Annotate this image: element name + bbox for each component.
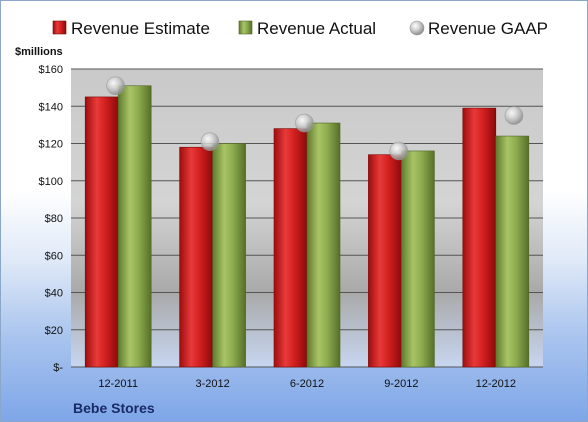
y-tick-label: $60 <box>45 250 63 262</box>
legend-label: Revenue Estimate <box>71 19 210 38</box>
marker-revenue-gaap <box>504 106 524 125</box>
bar-revenue-estimate <box>462 107 497 368</box>
bar-revenue-estimate <box>368 154 402 368</box>
y-tick-label: $100 <box>39 176 63 188</box>
x-axis-ticks: 12-2011 3-2012 6-2012 9-2012 12-2012 <box>98 378 516 390</box>
bar-revenue-actual <box>401 150 435 368</box>
y-axis-ticks: $- $20 $40 $60 $80 $100 $120 $140 $160 <box>39 64 64 374</box>
x-tick-label: 6-2012 <box>290 378 324 390</box>
x-tick-label: 9-2012 <box>384 378 418 390</box>
y-axis-unit-label: $millions <box>15 46 63 58</box>
legend-swatch-actual <box>238 20 253 35</box>
legend-label: Revenue GAAP <box>428 19 548 38</box>
company-name: Bebe Stores <box>73 400 155 416</box>
bar-revenue-actual <box>212 143 246 368</box>
y-tick-label: $40 <box>45 288 63 300</box>
legend-label: Revenue Actual <box>257 19 376 38</box>
x-tick-label: 12-2012 <box>476 378 516 390</box>
marker-revenue-gaap <box>389 141 409 161</box>
legend-swatch-gaap <box>409 20 425 36</box>
bar-revenue-actual <box>495 135 530 368</box>
marker-revenue-gaap <box>106 76 125 96</box>
legend: Revenue Estimate Revenue Actual Revenue GA… <box>52 19 548 38</box>
y-tick-label: $160 <box>39 64 63 76</box>
legend-swatch-estimate <box>52 20 67 35</box>
y-tick-label: $- <box>53 362 63 374</box>
bar-revenue-estimate <box>84 96 119 368</box>
marker-revenue-gaap <box>200 132 220 151</box>
x-tick-label: 12-2011 <box>98 378 138 390</box>
bar-revenue-actual <box>306 122 341 368</box>
gaap-markers <box>106 76 524 161</box>
bars <box>84 85 530 368</box>
y-tick-label: $120 <box>39 139 63 151</box>
y-tick-label: $80 <box>45 213 63 225</box>
y-tick-label: $20 <box>45 325 63 337</box>
x-tick-label: 3-2012 <box>195 378 229 390</box>
marker-revenue-gaap <box>295 113 314 133</box>
y-tick-label: $140 <box>39 101 63 113</box>
bar-revenue-estimate <box>179 146 213 368</box>
bar-revenue-estimate <box>273 128 308 368</box>
bar-revenue-actual <box>117 85 152 368</box>
